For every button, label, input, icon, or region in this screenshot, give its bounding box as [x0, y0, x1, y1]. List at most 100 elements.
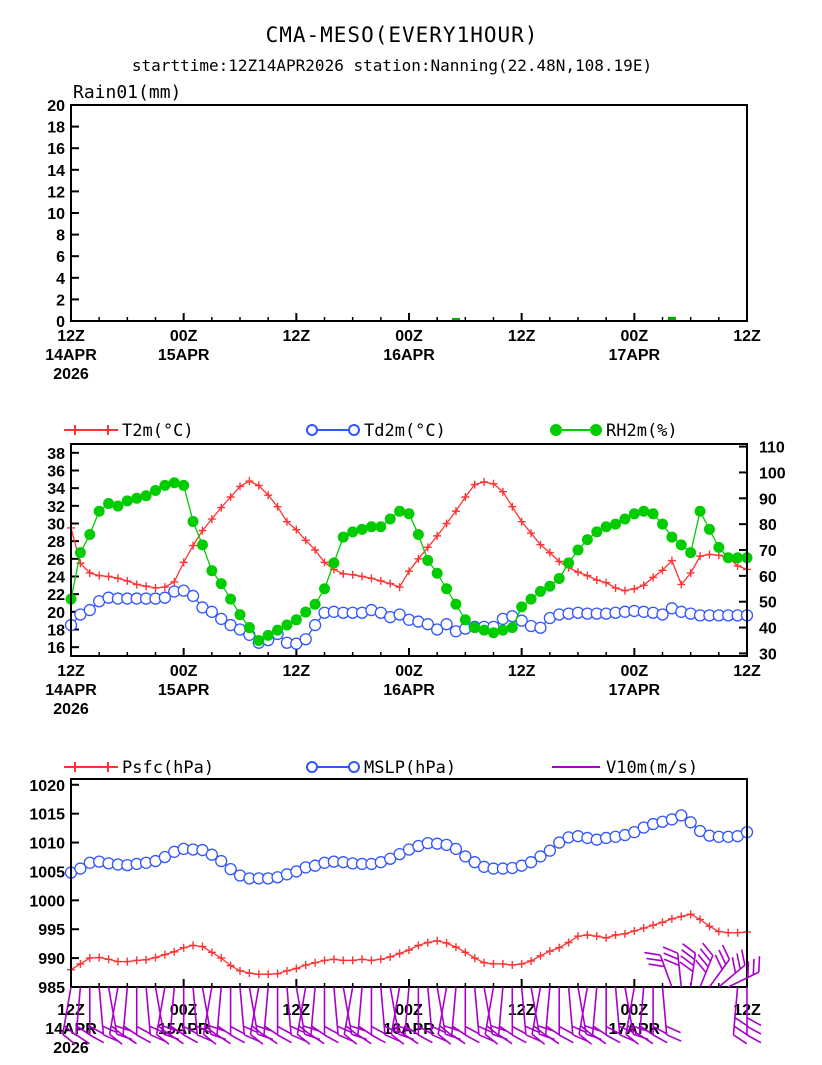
x-tick-date: 16APR [383, 347, 435, 364]
wind-barb [276, 986, 292, 1044]
t2m-point [104, 572, 113, 581]
mslp-point [553, 836, 566, 849]
rh2m-point [732, 552, 744, 564]
psfc-point [489, 959, 498, 968]
y-tick-label: 995 [38, 922, 65, 939]
rh2m-point [713, 541, 725, 553]
t2m-point [264, 491, 273, 500]
rh2m-point [450, 598, 462, 610]
x-tick-label: 00Z [621, 328, 649, 345]
y-right-tick-label: 50 [759, 595, 777, 612]
wind-barb [662, 946, 683, 988]
t2m-point [555, 557, 564, 566]
psfc-point [433, 936, 442, 945]
y-tick-label: 1020 [29, 778, 65, 795]
t2m-point [489, 479, 498, 488]
rh2m-point [131, 492, 143, 504]
y-left-tick-label: 24 [47, 570, 65, 587]
wind-barb [310, 986, 326, 1045]
wind-barb [343, 986, 359, 1045]
rh2m-point [431, 567, 443, 579]
wind-barb [661, 986, 682, 1042]
wind-barb [484, 986, 500, 1045]
t2m-point [592, 576, 601, 585]
mslp-point [158, 850, 172, 864]
t2m-point [696, 552, 705, 561]
wind-barb [732, 986, 749, 1045]
psfc-point [386, 952, 395, 961]
rh2m-point [441, 583, 453, 595]
t2m-point [470, 480, 479, 489]
psfc-point [696, 915, 705, 924]
t2m-point [658, 566, 667, 575]
x-tick-label: 00Z [395, 328, 423, 345]
rh2m-point [403, 508, 415, 520]
rh2m-point [506, 622, 518, 634]
rh2m-point [140, 490, 152, 502]
y-tick-label: 2 [56, 292, 65, 309]
rh2m-point [534, 585, 546, 597]
psfc-point [508, 961, 517, 970]
psfc-point [470, 954, 479, 963]
wind-barb [390, 986, 406, 1045]
x-tick-label: 12Z [283, 328, 311, 345]
rh2m-point [412, 528, 424, 540]
t2m-point [198, 526, 207, 535]
psfc-point [564, 938, 573, 947]
rain-plot-frame [70, 104, 748, 322]
y-tick-label: 1015 [29, 807, 65, 824]
y-left-tick-label: 28 [47, 534, 65, 551]
psfc-point [311, 958, 320, 967]
psfc-legend-label: Psfc(hPa) [122, 758, 214, 778]
t2m-point [667, 556, 676, 565]
psfc-point [226, 961, 235, 970]
t2m-point [151, 583, 160, 592]
psfc-point [611, 931, 620, 939]
t2m-point [142, 582, 151, 591]
y-tick-label: 6 [56, 249, 65, 266]
y-left-tick-label: 20 [47, 605, 65, 622]
mslp-point [675, 809, 688, 822]
y-tick-label: 20 [47, 98, 65, 115]
x-tick-year: 2026 [53, 701, 89, 718]
t2m-point [189, 541, 198, 550]
x-tick-label: 12Z [733, 663, 761, 680]
psfc-point [620, 929, 629, 938]
x-tick-year: 2026 [53, 1040, 89, 1057]
wind-barb [625, 986, 641, 1045]
rh2m-point [234, 609, 246, 621]
psfc-line [70, 913, 748, 975]
x-tick-date: 14APR [45, 1021, 97, 1038]
psfc-point [113, 957, 122, 966]
wind-barb [357, 986, 373, 1045]
t2m-point [527, 529, 536, 538]
rh2m-point [319, 583, 330, 595]
psfc-point [123, 957, 132, 966]
wind-barb [417, 986, 433, 1044]
psfc-point [592, 932, 601, 941]
psfc-point [339, 956, 348, 965]
x-tick-label: 12Z [733, 328, 761, 345]
t2m-point [498, 487, 507, 496]
rh2m-point [375, 521, 387, 533]
rh2m-point [225, 593, 237, 605]
psfc-point [85, 954, 94, 963]
wind-barb [679, 943, 697, 988]
x-tick-label: 00Z [621, 1002, 649, 1019]
psfc-point [686, 910, 695, 919]
psfc-point [76, 959, 85, 968]
x-tick-date: 15APR [158, 682, 210, 699]
y-tick-label: 18 [47, 120, 65, 137]
psfc-point [442, 939, 451, 948]
v10m-legend-label: V10m(m/s) [606, 758, 698, 778]
rh2m-point [572, 544, 584, 556]
t2m-point [649, 573, 658, 582]
td2m-point [656, 608, 669, 621]
rh2m-point [253, 634, 265, 646]
y-tick-label: 4 [56, 271, 65, 288]
rh2m-point [638, 505, 650, 517]
rh2m-point [488, 627, 499, 639]
x-tick-year: 2026 [53, 366, 89, 383]
